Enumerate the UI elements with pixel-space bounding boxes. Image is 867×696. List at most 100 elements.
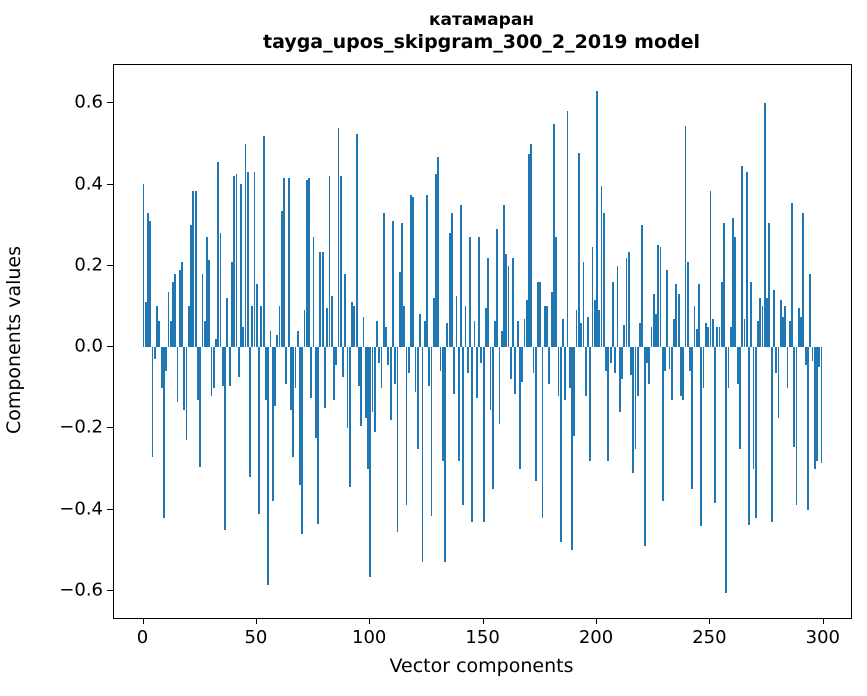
bar	[496, 229, 499, 347]
bar	[584, 346, 587, 396]
bar	[423, 320, 426, 347]
bar	[618, 346, 621, 412]
bar	[711, 318, 714, 347]
bar	[475, 346, 478, 398]
bar	[763, 103, 766, 347]
bar	[591, 247, 594, 347]
bar	[165, 346, 168, 372]
bar	[360, 346, 363, 427]
bar	[725, 346, 728, 593]
bar	[811, 346, 814, 362]
y-tick-label: −0.4	[59, 498, 103, 519]
bar	[362, 316, 365, 347]
bar	[181, 261, 183, 347]
bar	[700, 346, 703, 526]
bar	[718, 326, 721, 347]
bar	[568, 346, 571, 388]
bar	[623, 324, 626, 347]
bar	[609, 346, 612, 364]
bar	[262, 135, 265, 347]
x-tick-label: 0	[136, 627, 149, 648]
bar	[396, 346, 399, 532]
bar	[786, 346, 789, 388]
bar	[491, 346, 494, 490]
bar	[319, 251, 322, 347]
bar	[448, 233, 451, 347]
bar	[636, 346, 639, 396]
bar	[151, 346, 154, 457]
bar	[766, 298, 768, 347]
bar	[478, 237, 480, 347]
bar	[752, 346, 755, 469]
y-tick-mark	[107, 346, 113, 347]
bar	[203, 320, 206, 347]
bar	[818, 346, 821, 368]
bar	[657, 245, 660, 347]
bar	[255, 284, 258, 347]
x-tick-mark	[482, 618, 484, 624]
bar	[754, 346, 757, 518]
bar	[439, 346, 442, 372]
bar	[172, 281, 174, 347]
bar	[419, 314, 422, 347]
bar	[573, 346, 576, 437]
bar	[183, 346, 186, 410]
bar	[630, 346, 632, 376]
bar	[598, 310, 601, 347]
bar	[582, 261, 585, 347]
bar	[355, 133, 358, 347]
bar	[641, 225, 644, 347]
bar	[206, 237, 208, 347]
bar	[548, 346, 551, 384]
bar	[512, 257, 514, 347]
bar	[659, 247, 662, 347]
bar	[487, 257, 490, 347]
y-axis-label: Components values	[3, 245, 25, 435]
bar	[494, 320, 496, 347]
bar	[680, 346, 682, 396]
bar	[430, 346, 433, 516]
bar	[521, 346, 524, 382]
bar	[489, 346, 492, 410]
bar	[729, 326, 732, 347]
bar	[793, 346, 796, 447]
bar	[292, 346, 295, 457]
bar	[525, 300, 528, 347]
chart-title: катамаран tayga_upos_skipgram_300_2_2019…	[113, 10, 850, 55]
bar	[251, 306, 254, 347]
bar	[682, 346, 685, 400]
bar	[600, 186, 603, 347]
plot-area	[113, 64, 852, 619]
bar	[537, 281, 539, 347]
x-tick-label: 100	[352, 627, 387, 648]
bar	[457, 346, 460, 461]
bar	[385, 326, 388, 347]
bar	[278, 306, 281, 347]
bar	[342, 346, 344, 378]
bar	[416, 346, 419, 449]
bar	[516, 320, 519, 347]
bar	[190, 225, 192, 347]
bar	[403, 306, 406, 347]
bar	[258, 346, 261, 514]
bar	[684, 125, 687, 347]
bar	[460, 204, 462, 347]
bar	[664, 346, 666, 372]
bar	[634, 346, 637, 449]
bar	[174, 273, 177, 347]
bar	[745, 172, 748, 347]
bar	[269, 330, 272, 347]
bar	[602, 212, 605, 347]
y-tick-label: 0.0	[74, 335, 103, 357]
bar	[378, 346, 381, 364]
bar	[197, 346, 199, 400]
bar	[367, 346, 369, 469]
bar	[505, 253, 508, 347]
bar	[523, 318, 526, 347]
bar	[795, 346, 798, 506]
bar	[553, 123, 555, 347]
bar	[303, 310, 306, 347]
bar	[376, 320, 378, 347]
bar	[144, 302, 147, 347]
bar	[321, 251, 324, 347]
